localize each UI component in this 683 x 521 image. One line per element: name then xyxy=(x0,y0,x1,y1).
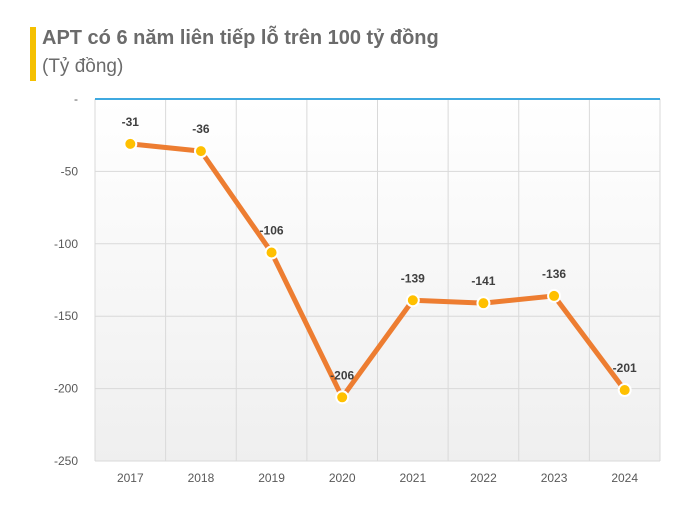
data-point-marker xyxy=(617,383,632,398)
x-tick-label: 2023 xyxy=(541,471,568,485)
data-label: -206 xyxy=(330,368,354,382)
x-tick-label: 2019 xyxy=(258,471,285,485)
y-tick-label: - xyxy=(74,92,78,106)
data-label: -136 xyxy=(542,267,566,281)
data-label: -31 xyxy=(122,115,140,129)
data-point-marker xyxy=(476,296,491,311)
data-point-marker xyxy=(405,293,420,308)
data-point-marker xyxy=(547,288,562,303)
data-point-marker xyxy=(335,390,350,405)
data-point-marker xyxy=(193,144,208,159)
data-label: -201 xyxy=(613,361,637,375)
x-tick-label: 2021 xyxy=(399,471,426,485)
x-tick-label: 2020 xyxy=(329,471,356,485)
data-label: -106 xyxy=(260,223,284,237)
series-layer xyxy=(123,136,632,405)
label-layer: -31 -36 -106 -206 -139 -141 -136 -201 xyxy=(122,115,637,382)
data-label: -141 xyxy=(471,274,495,288)
y-tick-label: -150 xyxy=(54,309,78,323)
chart-unit-subtitle: (Tỷ đồng) xyxy=(42,56,124,77)
data-label: -36 xyxy=(192,122,210,136)
x-tick-label: 2017 xyxy=(117,471,144,485)
axis-layer: - -50 -100 -150 -200 -250 2017 2018 2019 2020 2021… xyxy=(54,92,660,485)
y-tick-label: -100 xyxy=(54,237,78,251)
y-tick-label: -250 xyxy=(54,454,78,468)
chart-title: APT có 6 năm liên tiếp lỗ trên 100 tỷ đồ… xyxy=(42,27,439,49)
x-tick-label: 2024 xyxy=(611,471,638,485)
y-tick-label: -50 xyxy=(61,164,79,178)
y-tick-label: -200 xyxy=(54,382,78,396)
grid-layer xyxy=(94,99,661,462)
series-line xyxy=(127,141,628,400)
x-tick-label: 2018 xyxy=(188,471,215,485)
data-point-marker xyxy=(123,136,138,151)
data-point-marker xyxy=(264,245,279,260)
x-tick-label: 2022 xyxy=(470,471,497,485)
data-label: -139 xyxy=(401,271,425,285)
title-accent-bar xyxy=(30,27,36,81)
